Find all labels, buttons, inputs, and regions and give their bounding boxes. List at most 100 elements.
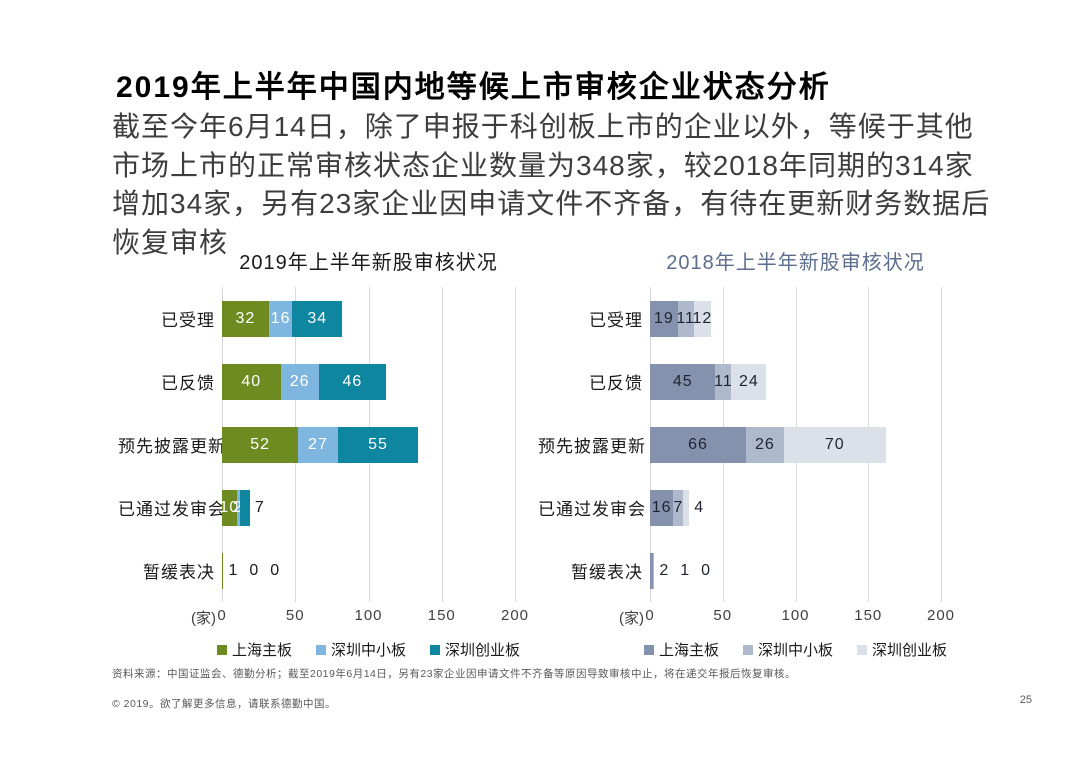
page-number: 25 [1019,694,1032,706]
legend-item: 深圳中小板 [743,639,833,660]
x-axis: (家) 0 50 100 150 200 [191,605,528,629]
bar-segment: 27 [298,426,338,463]
bar-segment: 32 [222,300,269,337]
x-tick-label: 50 [285,607,305,624]
value-label: 4 [694,498,705,516]
copyright-note: © 2019。欲了解更多信息，请联系德勤中国。 [112,698,337,710]
x-tick-label: 100 [354,607,383,624]
legend: 上海主板 深圳中小板 深圳创业板 [216,639,520,660]
category-label: 已反馈 [589,374,643,393]
value-label: 0 [701,561,712,579]
chart-2018-h1: 2018年上半年新股审核状况 已受理 19 11 12 已反馈 45 11 24 预先披露更新 66… [538,246,954,660]
bar-segment: 26 [280,363,319,400]
value-label: 10 [219,498,240,516]
source-note: 资料来源：中国证监会、德勤分析；截至2019年6月14日，另有23家企业因申请文… [112,668,797,680]
legend-label: 深圳中小板 [758,642,834,659]
legend-label: 上海主板 [231,642,292,659]
legend-label: 深圳创业板 [445,642,521,659]
category-label: 已受理 [161,311,215,330]
value-label: 1 [680,561,691,579]
bar-segment: 10 [219,489,240,526]
legend-swatch-icon [316,644,326,655]
bar-track: 40 26 46 [222,363,515,400]
page-subtitle: 截至今年6月14日，除了申报于科创板上市的企业以外，等候于其他市场上市的正常审核… [112,111,991,258]
x-tick-label: 150 [854,607,883,624]
bar-segment: 55 [337,426,419,463]
legend-swatch-icon [743,644,753,655]
value-label: 11 [676,309,695,327]
bar-track: 66 26 70 [650,426,941,463]
axis-unit-label: (家) [619,610,644,627]
gridline [941,287,942,602]
bar-row: 暂缓表决 1 0 0 [118,539,515,602]
category-label: 暂缓表决 [571,563,643,582]
bar-row: 预先披露更新 66 26 70 [538,413,941,476]
value-label: 0 [270,561,281,579]
value-label: 70 [824,435,845,453]
bar-track: 16 7 4 [650,489,941,526]
x-tick-label: 100 [781,607,810,624]
value-label: 11 [714,372,733,390]
legend-swatch-icon [216,644,227,655]
bar-segment: 2 [233,489,242,526]
outside-value-labels: 7 [255,490,265,526]
category-label: 已通过发审会 [118,500,226,519]
category-label: 预先披露更新 [118,437,226,456]
value-label: 26 [289,372,310,390]
bar-row: 已通过发审会 10 2 7 [118,476,515,539]
value-label: 27 [308,435,328,453]
bar-segment: 70 [783,426,886,463]
legend: 上海主板 深圳中小板 深圳创业板 [643,639,947,660]
legend-item: 上海主板 [643,639,719,660]
bar-segment: 11 [714,363,733,400]
bar-track: 19 11 12 [650,300,941,337]
bar-segment: 11 [676,300,695,337]
bar-row: 预先披露更新 52 27 55 [118,413,515,476]
x-tick-label: 150 [427,607,456,624]
bar-track: 45 11 24 [650,363,941,400]
value-label: 2 [659,561,670,579]
bar-segment: 46 [318,363,387,400]
chart-2019-h1: 2019年上半年新股审核状况 已受理 32 16 34 已反馈 40 26 46 预先披露更新 52… [118,246,528,660]
value-label: 7 [673,498,684,516]
value-label: 2 [233,498,244,516]
bar-segment [239,489,250,526]
bar-segment [650,552,653,589]
value-label: 40 [241,372,262,390]
gridline [515,287,516,602]
x-axis: (家) 0 50 100 150 200 [619,605,954,629]
bar-segment: 40 [222,363,281,400]
bar-track: 10 2 7 [219,489,515,526]
bar-segment: 66 [650,426,747,463]
bar-row: 已受理 32 16 34 [118,287,515,350]
outside-value-labels: 4 [694,490,704,526]
legend-swatch-icon [857,644,868,655]
value-label: 45 [672,372,693,390]
x-tick-label: 200 [500,607,530,624]
plot-area: 已受理 19 11 12 已反馈 45 11 24 预先披露更新 66 26 70 已通过发审会 16 7 4… [538,287,942,602]
legend-swatch-icon [643,644,654,655]
category-label: 暂缓表决 [143,563,215,582]
category-label: 已通过发审会 [538,500,646,519]
plot-area: 已受理 32 16 34 已反馈 40 26 46 预先披露更新 52 27 55 已通过发审会 10 2 7… [118,287,516,602]
category-label: 预先披露更新 [538,437,646,456]
bar-segment: 16 [650,489,674,526]
value-label: 12 [692,309,713,327]
value-label: 46 [342,372,363,390]
value-label: 16 [270,309,291,327]
legend-swatch-icon [430,644,441,655]
x-tick-label: 50 [713,607,733,624]
bar-row: 已反馈 45 11 24 [538,350,941,413]
bar-segment: 7 [673,489,684,526]
x-tick-label: 200 [926,607,956,624]
bar-row: 已受理 19 11 12 [538,287,941,350]
bar-segment [683,489,690,526]
value-label: 26 [755,435,775,453]
x-tick-label: 0 [645,607,655,624]
legend-item: 上海主板 [216,639,292,660]
